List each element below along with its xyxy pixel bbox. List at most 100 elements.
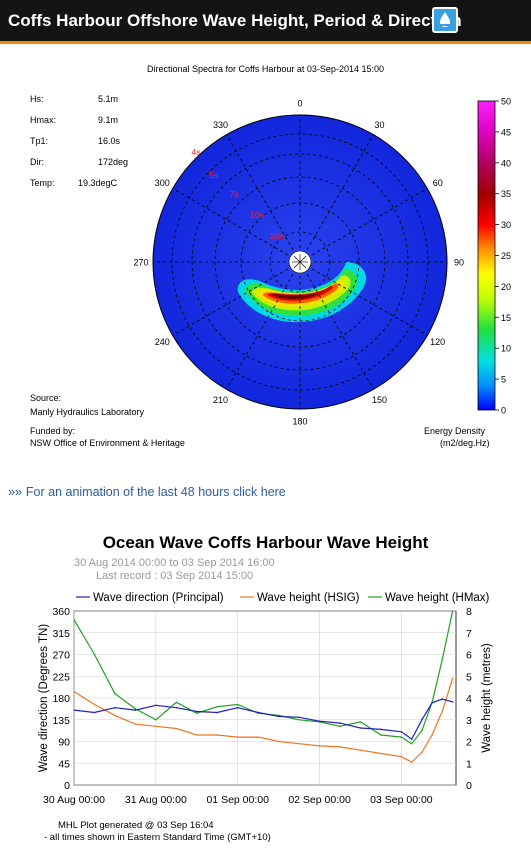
- colorbar-tick-label: 30: [501, 220, 511, 230]
- data-point: [114, 706, 116, 709]
- colorbar-tick-label: 20: [501, 282, 511, 292]
- data-point: [216, 711, 219, 714]
- source-label: Source:: [30, 393, 62, 403]
- data-point: [114, 692, 116, 695]
- chart-title: Ocean Wave Coffs Harbour Wave Height: [102, 533, 429, 552]
- colorbar-tick-label: 45: [501, 127, 511, 137]
- radial-line: [311, 188, 428, 256]
- plot-generated: MHL Plot generated @ 03 Sep 16:04: [58, 820, 214, 831]
- data-point: [380, 734, 382, 736]
- data-point: [318, 720, 321, 722]
- double-chevron-icon: »»: [8, 485, 22, 499]
- direction-labels: 0 30 60 90 120 150 180 210 240 270 300 330: [133, 99, 464, 427]
- page-title: Coffs Harbour Offshore Wave Height, Peri…: [8, 11, 462, 30]
- legend-entry: Wave direction (Principal): [93, 592, 224, 604]
- radial-line: [172, 268, 289, 336]
- data-point: [257, 736, 260, 738]
- stat-value: 19.3degC: [78, 178, 118, 188]
- y-tick-left: 135: [52, 715, 70, 727]
- y-tick-right: 0: [466, 780, 472, 792]
- data-point: [93, 653, 96, 656]
- animation-link[interactable]: »» For an animation of the last 48 hours …: [8, 485, 286, 499]
- data-point: [236, 736, 239, 738]
- direction-label: 300: [155, 178, 170, 188]
- data-point: [410, 738, 413, 740]
- data-point: [410, 761, 413, 763]
- stat-value: 172deg: [98, 157, 129, 167]
- y-tick-right: 8: [466, 606, 472, 618]
- data-point: [441, 710, 444, 712]
- period-label: 20s: [270, 231, 284, 241]
- data-point: [380, 728, 382, 731]
- water-drop-logo-icon: [432, 7, 458, 33]
- funded-value: NSW Office of Environment & Heritage: [30, 438, 185, 448]
- period-label: 5s: [210, 170, 219, 180]
- data-point: [134, 708, 137, 710]
- y-tick-left: 90: [58, 737, 70, 749]
- x-tick: 03 Sep 00:00: [370, 794, 433, 806]
- data-point: [134, 723, 137, 725]
- spectra-title: Directional Spectra for Coffs Harbour at…: [147, 64, 384, 74]
- direction-label: 270: [133, 258, 148, 268]
- data-point: [318, 745, 321, 747]
- data-point: [155, 725, 157, 728]
- data-point: [421, 751, 423, 754]
- y-tick-left: 315: [52, 628, 70, 640]
- direction-label: 0: [297, 99, 302, 109]
- colorbar-tick-label: 5: [501, 375, 506, 385]
- x-tick: 30 Aug 00:00: [43, 794, 105, 806]
- data-point: [196, 734, 198, 736]
- radial-line: [306, 134, 374, 251]
- stat-label: Hs:: [30, 94, 44, 104]
- data-point: [277, 715, 280, 718]
- y-tick-right: 6: [466, 650, 472, 662]
- x-tick: 01 Sep 00:00: [206, 794, 269, 806]
- direction-label: 240: [155, 337, 170, 347]
- stat-label: Dir:: [30, 157, 44, 167]
- y-tick-left: 45: [58, 758, 70, 770]
- data-point: [359, 749, 362, 751]
- period-label: 7s: [230, 189, 239, 199]
- series-line: [74, 698, 453, 740]
- y-axis-label-left: Wave direction (Degrees TN): [38, 624, 50, 772]
- data-point: [298, 716, 300, 719]
- y-axis-label-right: Wave height (metres): [481, 643, 493, 753]
- direction-label: 180: [292, 417, 307, 427]
- colorbar-tick-label: 40: [501, 158, 511, 168]
- period-labels: 4s 5s 7s 10s 20s: [192, 147, 284, 241]
- stat-value: 9.1m: [98, 115, 119, 125]
- radial-line: [172, 188, 289, 256]
- animation-link-text: For an animation of the last 48 hours cl…: [25, 485, 286, 499]
- data-point: [93, 703, 96, 706]
- data-point: [359, 727, 362, 729]
- direction-label: 90: [454, 258, 464, 268]
- y-tick-right: 1: [466, 758, 472, 770]
- direction-label: 330: [213, 120, 228, 130]
- data-point: [216, 705, 219, 708]
- energy-density-label: Energy Density: [424, 426, 486, 436]
- data-point: [114, 714, 116, 717]
- period-label: 10s: [250, 210, 264, 220]
- period-label: 4s: [192, 147, 201, 157]
- stat-label: Hmax:: [30, 115, 57, 125]
- y-tick-right: 7: [466, 628, 472, 640]
- data-point: [74, 618, 75, 621]
- direction-label: 150: [372, 395, 387, 405]
- colorbar-tick-label: 35: [501, 189, 511, 199]
- data-point: [451, 611, 454, 612]
- data-point: [410, 742, 413, 745]
- header-banner: Coffs Harbour Offshore Wave Height, Peri…: [0, 0, 531, 44]
- data-point: [451, 677, 454, 680]
- y-tick-right: 2: [466, 737, 472, 749]
- x-tick: 31 Aug 00:00: [125, 794, 187, 806]
- radial-line: [306, 273, 374, 390]
- data-point: [277, 740, 280, 743]
- data-point: [380, 752, 382, 755]
- y-tick-right: 3: [466, 715, 472, 727]
- data-point: [421, 719, 423, 721]
- series-line: [74, 611, 454, 745]
- data-point: [400, 731, 403, 733]
- direction-label: 120: [430, 337, 445, 347]
- data-point: [175, 727, 178, 730]
